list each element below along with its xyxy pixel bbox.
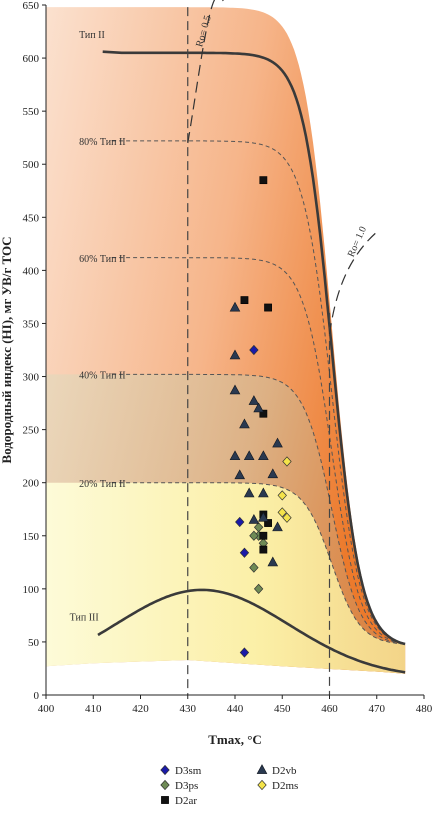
data-point-d2vb [234, 469, 246, 480]
data-point-d2vb [239, 418, 250, 429]
series-d2vb [229, 301, 283, 567]
y-tick-label: 450 [23, 212, 40, 224]
data-point-d2ms [277, 490, 287, 501]
data-point-d2ar [259, 545, 268, 554]
data-point-d3sm [239, 647, 250, 658]
legend-label-d3sm: D3sm [175, 765, 202, 777]
data-point-d2ms [282, 512, 292, 523]
data-point-d2vb [253, 402, 264, 413]
x-tick-label: 420 [132, 703, 149, 715]
y-tick-label: 400 [23, 265, 40, 277]
y-tick-label: 200 [23, 478, 40, 490]
y-tick-label: 300 [23, 372, 40, 384]
data-point-d3sm [239, 547, 250, 558]
series-d3sm [235, 344, 259, 658]
curve-60-type-ii [112, 257, 406, 645]
x-tick-label: 400 [38, 703, 55, 715]
data-point-d2ms [277, 507, 287, 518]
legend-label-d3ps: D3ps [175, 780, 198, 792]
label-type-iii: Тип III [70, 613, 99, 624]
x-axis-ticks: 400 410 420 430 440 450 460 470 480 [38, 695, 433, 715]
data-point-d2vb [267, 556, 279, 567]
legend-marker-d3sm [160, 764, 170, 776]
label-40-type-ii: 40% Тип II [79, 371, 126, 382]
data-point-d2vb [258, 450, 269, 461]
y-tick-label: 600 [23, 53, 40, 65]
legend-label-d2ms: D2ms [272, 780, 298, 792]
data-point-d2vb [258, 487, 269, 498]
x-tick-label: 430 [180, 703, 197, 715]
data-point-d2vb [272, 521, 283, 532]
isoreflectance-line-1-0 [328, 229, 380, 335]
y-tick-label: 250 [23, 425, 40, 437]
y-tick-label: 350 [23, 318, 40, 330]
label-type-ii: Тип II [79, 30, 105, 41]
y-tick-label: 500 [23, 159, 40, 171]
type-iii-zone [46, 482, 406, 674]
data-point-d3sm [235, 516, 245, 528]
x-tick-label: 480 [416, 703, 433, 715]
data-point-d2vb [243, 487, 255, 498]
data-point-d3sm [249, 344, 259, 356]
data-point-d2vb [267, 468, 279, 479]
legend-marker-d2vb [256, 764, 268, 774]
legend-marker-d3ps [160, 779, 170, 791]
data-point-d2ar [259, 176, 268, 185]
data-point-d2vb [248, 514, 260, 524]
x-tick-label: 440 [227, 703, 244, 715]
data-point-d2ar [259, 531, 268, 540]
data-points [229, 176, 292, 658]
data-point-d2vb [229, 384, 241, 395]
y-tick-label: 0 [34, 690, 40, 702]
legend-label-d2vb: D2vb [272, 765, 297, 777]
data-point-d2vb [272, 437, 283, 448]
curve-40-type-ii [112, 373, 406, 645]
data-point-d2ar [264, 519, 272, 527]
y-tick-label: 550 [23, 106, 40, 118]
y-tick-label: 100 [23, 584, 40, 596]
series-d2ms [277, 456, 292, 523]
x-tick-label: 460 [321, 703, 338, 715]
label-80-type-ii: 80% Тип II [79, 137, 126, 148]
label-60-type-ii: 60% Тип II [79, 254, 126, 265]
legend: D3sm D2vb D3ps D2ms D2ar [160, 764, 298, 807]
curve-type-iii [97, 588, 406, 674]
legend-marker-d2ms [257, 779, 267, 791]
x-axis-title: Tmax, °C [208, 732, 262, 747]
data-point-d2ar [259, 409, 268, 418]
y-tick-label: 650 [23, 0, 40, 12]
y-tick-label: 50 [28, 637, 40, 649]
x-tick-label: 470 [369, 703, 386, 715]
data-point-d3ps [249, 530, 259, 541]
label-20-type-ii: 20% Тип II [79, 479, 126, 490]
legend-marker-d2ar [161, 796, 169, 804]
x-tick-label: 410 [85, 703, 102, 715]
data-point-d2vb [229, 301, 241, 312]
curve-80-type-ii [112, 140, 406, 645]
background-layer [46, 7, 406, 674]
label-ro-1-0: Ro= 1.0 [346, 225, 369, 259]
y-axis-title: Водородный индекс (HI), мг УВ/г TOC [0, 237, 14, 464]
data-point-d2vb [248, 395, 260, 405]
y-axis-ticks: 0 50 100 150 200 250 300 350 400 450 500 550 600 650 [23, 0, 46, 702]
data-point-d2vb [243, 450, 255, 461]
legend-label-d2ar: D2ar [175, 795, 197, 807]
data-point-d2vb [258, 511, 269, 522]
data-point-d3ps [249, 562, 259, 573]
data-point-d2vb [229, 349, 241, 360]
curves-layer [97, 0, 406, 695]
x-tick-label: 450 [274, 703, 291, 715]
data-point-d2ar [264, 303, 272, 312]
curve-type-ii [102, 50, 406, 646]
axes: 400 410 420 430 440 450 460 470 480 0 50 100 150 200… [0, 0, 433, 747]
data-point-d2ms [282, 456, 292, 467]
y-tick-label: 150 [23, 531, 40, 543]
data-point-d2ar [240, 296, 249, 305]
data-point-d2vb [229, 450, 241, 461]
data-point-d3ps [253, 583, 264, 594]
